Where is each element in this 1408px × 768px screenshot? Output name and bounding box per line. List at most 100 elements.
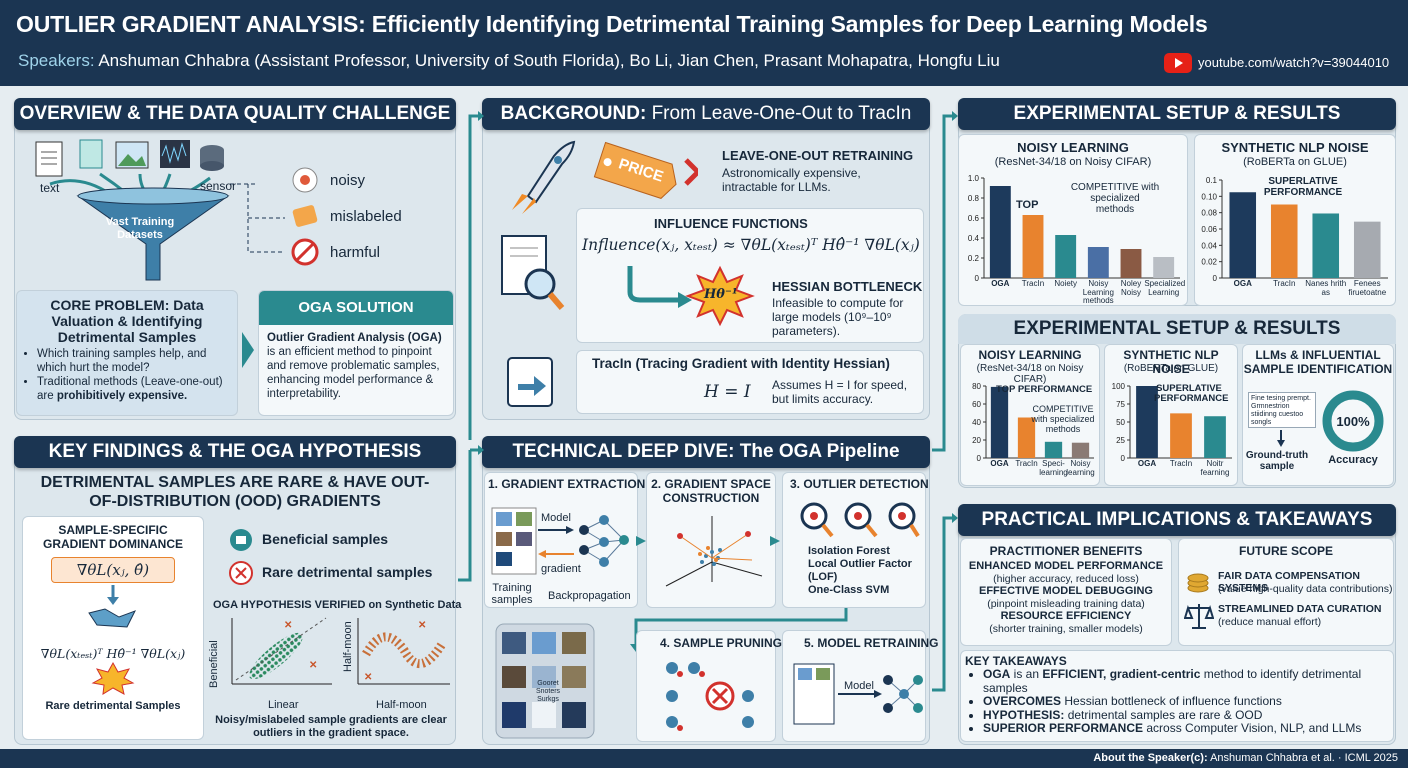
magnifiers xyxy=(800,502,920,538)
takeaway-text: Hessian bottleneck of influence function… xyxy=(1061,694,1282,708)
bar xyxy=(1022,215,1044,278)
svg-text:✕: ✕ xyxy=(309,660,317,671)
x-tick-label: OGA xyxy=(990,459,1009,468)
bullet: Which training samples help, and which h… xyxy=(37,347,237,375)
method: Local Outlier Factor (LOF) xyxy=(808,558,912,583)
future-item-title: STREAMLINED DATA CURATION xyxy=(1218,603,1382,615)
svg-text:✕: ✕ xyxy=(418,620,426,631)
x-tick-label: Fenees firuetoatne xyxy=(1348,279,1387,297)
bar xyxy=(1270,204,1298,278)
overview-illustration xyxy=(35,139,319,281)
loo-illustration xyxy=(512,140,698,214)
takeaway: OVERCOMES Hessian bottleneck of influenc… xyxy=(983,694,1393,709)
chart-title: NOISY LEARNING xyxy=(978,348,1082,362)
future-icons xyxy=(1184,573,1214,629)
y-tick-label: 100 xyxy=(1112,382,1126,391)
takeaway: HYPOTHESIS: detrimental samples are rare… xyxy=(983,707,1393,723)
chart-title: NOISY LEARNING xyxy=(1017,140,1129,155)
video-link[interactable]: youtube.com/watch?v=39044010 xyxy=(1198,55,1390,70)
benefits-list: ENHANCED MODEL PERFORMANCE (higher accura… xyxy=(961,560,1171,635)
chart-subtitle: (ResNet-34/18 on Noisy CIFAR) xyxy=(994,156,1152,168)
section-header: PRACTICAL IMPLICATIONS & TAKEAWAYS xyxy=(958,504,1396,536)
chart-annotation: SUPERLATIVE PERFORMANCE xyxy=(1263,176,1343,198)
ground-truth-label: Ground-truth sample xyxy=(1245,450,1309,472)
chart-annotation: COMPETITIVE with specialized methods xyxy=(1031,404,1095,434)
step-title: 4. SAMPLE PRUNING xyxy=(660,636,783,650)
issue-label: noisy xyxy=(330,172,366,189)
x-tick-label: Noley Noisy xyxy=(1120,279,1142,297)
x-tick-label: Speci- learning xyxy=(1039,459,1068,477)
y-tick-label: 60 xyxy=(972,400,981,409)
core-problem-bullets: Which training samples help, and which h… xyxy=(17,347,237,403)
dominance-title: SAMPLE-SPECIFIC GRADIENT DOMINANCE xyxy=(43,523,183,551)
gauge-value: 100% xyxy=(1336,414,1370,429)
legend-entry: Beneficial samples xyxy=(262,531,389,547)
arrow xyxy=(1277,430,1285,447)
step1-label: Model xyxy=(541,512,571,524)
bullet-text: Traditional methods (Leave-one-out) are xyxy=(37,376,223,402)
hessian-illustration xyxy=(627,265,755,327)
solution-text: Outlier Gradient Analysis (OGA) is an ef… xyxy=(259,325,453,407)
step1-label: Training samples xyxy=(491,582,533,606)
bar xyxy=(1204,416,1226,458)
y-tick-label: 80 xyxy=(972,382,981,391)
y-tick-label: 20 xyxy=(972,436,981,445)
issue-label: harmful xyxy=(330,244,381,261)
bar xyxy=(990,386,1009,458)
y-tick-label: 0 xyxy=(975,274,980,283)
rare-label: Rare detrimental Samples xyxy=(45,700,181,712)
x-tick-label: OGA xyxy=(1233,279,1252,288)
bar-chart: 0 0.2 0.4 0.6 0.8 1.0 TOP COMPETITIVE with sp… xyxy=(960,172,1185,305)
dominance-card: SAMPLE-SPECIFIC GRADIENT DOMINANCE ∇θL(x… xyxy=(22,516,204,740)
step-title: 2. GRADIENT SPACE CONSTRUCTION xyxy=(651,477,771,505)
column-connector xyxy=(458,111,484,582)
dominance-illustration xyxy=(88,585,137,628)
flow-arrow xyxy=(636,536,646,546)
chart-title: SYNTHETIC NLP NOISE xyxy=(1123,348,1219,376)
gradient-space xyxy=(665,516,763,587)
solution-body: is an efficient method to pinpoint and r… xyxy=(267,346,440,400)
section-header: EXPERIMENTAL SETUP & RESULTS xyxy=(958,98,1396,130)
y-tick-label: 0.2 xyxy=(968,254,980,263)
section-header: OVERVIEW & THE DATA QUALITY CHALLENGE xyxy=(14,98,456,130)
bar xyxy=(1017,417,1036,458)
youtube-icon xyxy=(1164,53,1192,73)
takeaways-list: OGA is an EFFICIENT, gradient-centric me… xyxy=(961,667,1393,736)
benefit-title: ENHANCED MODEL PERFORMANCE xyxy=(968,560,1164,572)
section-header: BACKGROUND: From Leave-One-Out to TracIn xyxy=(482,98,930,130)
future-item-title: FAIR DATA COMPENSATION SYSTEMS xyxy=(1218,570,1360,594)
takeaway-text: across Computer Vision, NLP, and LLMs xyxy=(1143,721,1362,735)
llm-title: LLMs & INFLUENTIAL SAMPLE IDENTIFICATION xyxy=(1243,348,1393,376)
findings-headline: DETRIMENTAL SAMPLES ARE RARE & HAVE OUT-… xyxy=(40,474,430,510)
takeaway-bold: HYPOTHESIS: xyxy=(983,707,1065,722)
bar xyxy=(1353,221,1381,278)
flow-arrow xyxy=(770,536,780,546)
step1-label: gradient xyxy=(541,563,581,575)
header-text: From Leave-One-Out to TracIn xyxy=(651,103,912,124)
x-tick-label: TracIn xyxy=(1015,459,1038,468)
step-title: 5. MODEL RETRAINING xyxy=(804,636,939,650)
document-icon xyxy=(501,235,565,310)
bar xyxy=(1312,213,1340,278)
x-tick-label: Noiety xyxy=(1054,279,1077,288)
chart-subtitle: (RoBERTa on GLUE) xyxy=(1243,156,1347,168)
bar xyxy=(989,186,1011,278)
gauge-caption: Accuracy xyxy=(1328,454,1378,466)
solution-title: OGA SOLUTION xyxy=(259,291,453,325)
benefit-title: EFFECTIVE MODEL DEBUGGING xyxy=(979,585,1153,597)
footer-credit: Anshuman Chhabra et al. · ICML 2025 xyxy=(1210,752,1398,764)
future-item-text: (reduce manual effort) xyxy=(1218,616,1322,628)
y-tick-label: 75 xyxy=(1116,400,1125,409)
step-card xyxy=(782,472,926,608)
plot-axis-label: Half-moon xyxy=(376,699,427,711)
section-header: TECHNICAL DEEP DIVE: The OGA Pipeline xyxy=(482,436,930,468)
future-card: FUTURE SCOPE xyxy=(1178,538,1394,646)
core-problem-card: CORE PROBLEM: Data Valuation & Identifyi… xyxy=(16,290,238,416)
benefit-text: (pinpoint misleading training data) xyxy=(987,597,1145,610)
bullet-emphasis: prohibitively expensive. xyxy=(56,390,188,402)
plot-axis-label: Beneficial xyxy=(208,640,220,688)
y-tick-label: 0.04 xyxy=(1201,241,1217,250)
benefit-text: (higher accuracy, reduced loss) xyxy=(993,572,1139,585)
tracin-card xyxy=(576,350,924,414)
takeaway-bold: SUPERIOR PERFORMANCE xyxy=(983,721,1144,735)
